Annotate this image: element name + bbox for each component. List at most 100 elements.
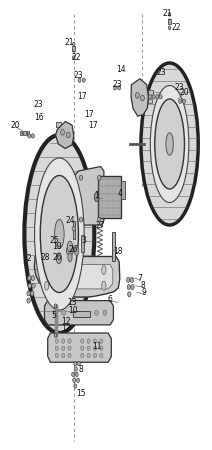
Circle shape xyxy=(56,253,61,264)
Text: 23: 23 xyxy=(157,68,166,77)
Bar xyxy=(112,232,115,261)
Ellipse shape xyxy=(159,94,162,99)
Ellipse shape xyxy=(55,339,59,343)
Ellipse shape xyxy=(77,378,80,382)
Ellipse shape xyxy=(68,346,71,351)
Text: 10: 10 xyxy=(68,306,78,315)
Ellipse shape xyxy=(168,19,171,23)
Ellipse shape xyxy=(61,353,65,358)
Circle shape xyxy=(94,193,99,202)
Ellipse shape xyxy=(53,310,57,315)
Polygon shape xyxy=(45,301,113,325)
Ellipse shape xyxy=(149,94,152,99)
Bar xyxy=(73,221,75,239)
Text: 12: 12 xyxy=(61,317,70,326)
Ellipse shape xyxy=(87,346,90,351)
Text: 22: 22 xyxy=(72,53,81,62)
Ellipse shape xyxy=(55,353,59,358)
Circle shape xyxy=(102,266,106,274)
Ellipse shape xyxy=(54,333,57,338)
Ellipse shape xyxy=(62,310,66,315)
Text: 13: 13 xyxy=(67,298,77,307)
Ellipse shape xyxy=(73,378,76,382)
Polygon shape xyxy=(34,256,120,297)
Text: 17: 17 xyxy=(84,110,94,119)
Ellipse shape xyxy=(54,304,57,308)
Ellipse shape xyxy=(61,346,65,351)
Text: 21: 21 xyxy=(64,38,74,47)
Ellipse shape xyxy=(68,353,71,358)
Ellipse shape xyxy=(100,346,103,351)
Circle shape xyxy=(75,247,79,256)
Ellipse shape xyxy=(68,339,71,343)
Ellipse shape xyxy=(93,353,97,358)
Text: 26: 26 xyxy=(52,253,62,262)
Circle shape xyxy=(45,266,49,274)
Ellipse shape xyxy=(127,277,130,283)
Text: 12: 12 xyxy=(61,324,70,333)
Ellipse shape xyxy=(93,346,97,351)
Ellipse shape xyxy=(81,346,84,351)
Ellipse shape xyxy=(66,132,70,138)
Ellipse shape xyxy=(152,94,155,99)
Text: 19: 19 xyxy=(52,242,62,251)
Bar xyxy=(81,235,84,252)
Ellipse shape xyxy=(98,175,101,180)
Polygon shape xyxy=(40,265,113,289)
Ellipse shape xyxy=(87,353,90,358)
Ellipse shape xyxy=(77,361,80,366)
Polygon shape xyxy=(66,245,74,256)
Text: 7: 7 xyxy=(138,274,142,283)
Ellipse shape xyxy=(81,339,84,343)
Circle shape xyxy=(45,281,49,290)
Text: 4: 4 xyxy=(117,189,122,198)
Ellipse shape xyxy=(74,361,77,366)
Ellipse shape xyxy=(81,353,84,358)
Ellipse shape xyxy=(31,134,34,138)
Ellipse shape xyxy=(72,372,75,377)
Ellipse shape xyxy=(82,78,85,82)
Ellipse shape xyxy=(55,346,59,351)
Text: 17: 17 xyxy=(77,92,86,101)
Text: 28: 28 xyxy=(40,253,50,262)
Ellipse shape xyxy=(93,339,97,343)
Text: 27: 27 xyxy=(95,221,105,230)
Text: 24: 24 xyxy=(65,216,75,225)
Circle shape xyxy=(68,253,72,262)
Ellipse shape xyxy=(27,298,30,303)
Polygon shape xyxy=(56,122,74,148)
Ellipse shape xyxy=(55,220,64,248)
Ellipse shape xyxy=(24,135,94,333)
Ellipse shape xyxy=(28,134,31,138)
Ellipse shape xyxy=(32,283,35,288)
FancyBboxPatch shape xyxy=(20,131,22,135)
Text: 3: 3 xyxy=(81,236,86,245)
Text: 8: 8 xyxy=(140,281,145,290)
Ellipse shape xyxy=(113,86,116,90)
Ellipse shape xyxy=(179,99,182,104)
Ellipse shape xyxy=(31,291,34,296)
Text: 20: 20 xyxy=(10,121,20,130)
Text: 15: 15 xyxy=(76,389,85,398)
Ellipse shape xyxy=(79,175,83,180)
Text: 26: 26 xyxy=(69,245,79,254)
FancyBboxPatch shape xyxy=(23,131,26,135)
Ellipse shape xyxy=(31,275,35,281)
Text: 23: 23 xyxy=(112,80,122,89)
Circle shape xyxy=(67,241,73,252)
Ellipse shape xyxy=(95,310,98,315)
Ellipse shape xyxy=(103,310,107,315)
Ellipse shape xyxy=(61,339,65,343)
FancyBboxPatch shape xyxy=(168,19,171,24)
Bar xyxy=(98,176,121,219)
Ellipse shape xyxy=(61,130,64,135)
Ellipse shape xyxy=(74,384,77,388)
Polygon shape xyxy=(48,333,111,362)
Text: 25: 25 xyxy=(50,236,60,245)
Ellipse shape xyxy=(73,56,75,59)
Bar xyxy=(56,122,61,127)
Ellipse shape xyxy=(87,339,90,343)
Text: 22: 22 xyxy=(172,23,181,32)
Ellipse shape xyxy=(28,283,31,288)
Ellipse shape xyxy=(78,78,81,82)
